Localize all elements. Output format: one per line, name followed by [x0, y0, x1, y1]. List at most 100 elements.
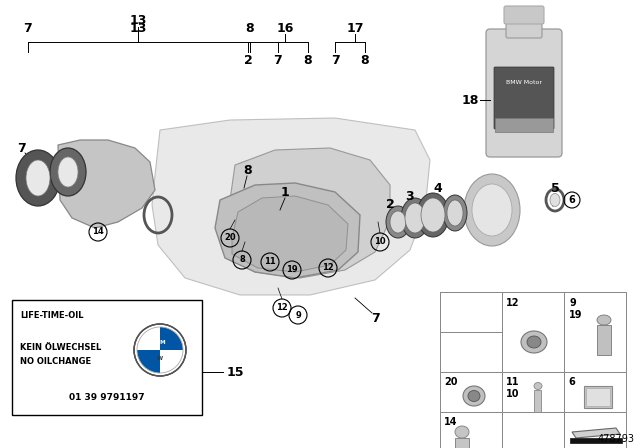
Text: 19: 19 [286, 266, 298, 275]
Text: 19: 19 [569, 310, 582, 320]
Wedge shape [160, 350, 183, 373]
Text: 7: 7 [24, 22, 33, 34]
Ellipse shape [421, 198, 445, 232]
Polygon shape [218, 148, 390, 278]
Text: 10: 10 [506, 389, 520, 399]
Text: 7: 7 [371, 311, 380, 324]
Text: 6: 6 [568, 195, 575, 205]
Polygon shape [232, 196, 348, 272]
Polygon shape [215, 183, 360, 278]
Text: 9: 9 [295, 310, 301, 319]
Polygon shape [152, 118, 430, 295]
Ellipse shape [472, 184, 512, 236]
Bar [564, 372, 626, 412]
Text: 8: 8 [246, 22, 254, 34]
Ellipse shape [386, 206, 410, 238]
Ellipse shape [455, 426, 469, 438]
Bar [440, 292, 502, 332]
Bar [440, 372, 502, 412]
Ellipse shape [50, 148, 86, 196]
Text: 8: 8 [239, 255, 245, 264]
Bar [586, 388, 610, 406]
Text: 11: 11 [506, 377, 520, 387]
Wedge shape [160, 327, 183, 350]
Bar [502, 332, 564, 372]
Text: 6: 6 [568, 377, 575, 387]
Ellipse shape [16, 150, 60, 206]
Bar [564, 412, 626, 448]
Text: 478793: 478793 [598, 434, 635, 444]
Bar [564, 332, 626, 372]
Text: NO OILCHANGE: NO OILCHANGE [20, 358, 91, 366]
Ellipse shape [463, 386, 485, 406]
Bar [440, 332, 502, 372]
Text: 12: 12 [506, 298, 520, 308]
Text: 9: 9 [569, 298, 576, 308]
Text: 18: 18 [461, 94, 479, 107]
Ellipse shape [443, 195, 467, 231]
Bar [440, 292, 502, 332]
Text: 01 39 9791197: 01 39 9791197 [69, 393, 145, 402]
Bar [440, 412, 502, 448]
Ellipse shape [390, 211, 406, 233]
Wedge shape [137, 350, 160, 373]
Bar [440, 332, 502, 372]
Bar [570, 438, 622, 443]
Wedge shape [137, 327, 160, 350]
Bar [495, 118, 553, 132]
Text: 2: 2 [244, 53, 252, 66]
Text: 12: 12 [322, 263, 334, 272]
Text: 14: 14 [444, 417, 458, 427]
FancyBboxPatch shape [504, 6, 544, 24]
Polygon shape [58, 140, 155, 228]
Bar [12, 300, 202, 415]
Text: 17: 17 [346, 22, 364, 34]
Text: 13: 13 [129, 13, 147, 26]
Ellipse shape [550, 194, 560, 207]
Text: KEIN ÖLWECHSEL: KEIN ÖLWECHSEL [20, 344, 101, 353]
Bar [455, 438, 469, 448]
Ellipse shape [534, 383, 542, 389]
Text: 8: 8 [361, 53, 369, 66]
Bar [502, 412, 564, 448]
Ellipse shape [597, 315, 611, 325]
Text: 5: 5 [550, 181, 559, 194]
Text: 4: 4 [434, 181, 442, 194]
Bar [564, 292, 626, 372]
Ellipse shape [26, 160, 50, 196]
Ellipse shape [468, 391, 480, 401]
Text: 16: 16 [276, 22, 294, 34]
Text: 12: 12 [276, 303, 288, 313]
Ellipse shape [405, 203, 425, 233]
Bar [564, 292, 626, 332]
Text: 20: 20 [444, 377, 458, 387]
Text: 14: 14 [92, 228, 104, 237]
Text: 1: 1 [280, 185, 289, 198]
Text: 10: 10 [374, 237, 386, 246]
Ellipse shape [464, 174, 520, 246]
FancyBboxPatch shape [494, 67, 554, 129]
FancyBboxPatch shape [486, 29, 562, 157]
Text: LIFE-TIME-OIL: LIFE-TIME-OIL [20, 311, 83, 320]
Text: 20: 20 [224, 233, 236, 242]
Ellipse shape [521, 331, 547, 353]
Text: 11: 11 [264, 258, 276, 267]
Ellipse shape [58, 157, 78, 187]
FancyBboxPatch shape [506, 16, 542, 38]
Polygon shape [572, 428, 620, 438]
Text: W: W [157, 356, 163, 361]
Bar [534, 390, 541, 412]
Bar [502, 372, 564, 412]
Bar [584, 386, 612, 408]
Bar [502, 292, 564, 332]
Text: 7: 7 [331, 53, 339, 66]
Ellipse shape [527, 336, 541, 348]
Ellipse shape [401, 198, 429, 238]
Bar [502, 292, 564, 372]
Text: 13: 13 [129, 22, 147, 34]
Text: 7: 7 [18, 142, 26, 155]
Text: 7: 7 [274, 53, 282, 66]
Text: 3: 3 [406, 190, 414, 202]
Text: BMW Motor: BMW Motor [506, 81, 542, 86]
Circle shape [134, 324, 186, 376]
